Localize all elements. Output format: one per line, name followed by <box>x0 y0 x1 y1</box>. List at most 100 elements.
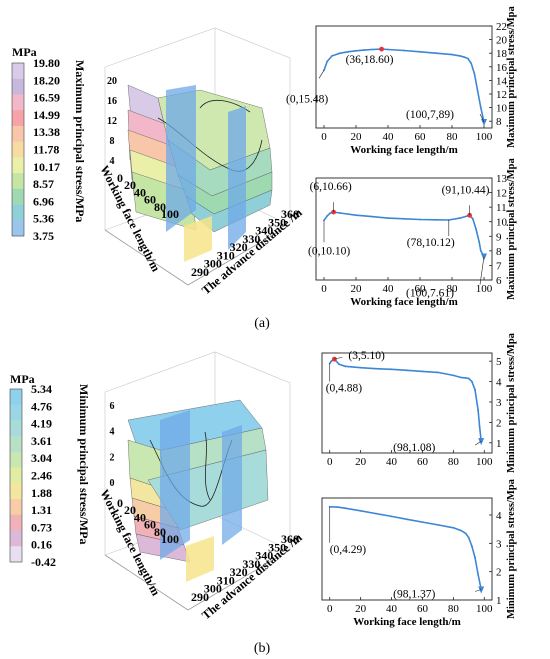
colorbar-a-label: 16.59 <box>33 91 60 105</box>
chart-a-bottom-annotation-label: (0,10.10) <box>308 245 350 257</box>
surface-a-z-label: Maximum principal stress/MPa <box>73 60 87 222</box>
chart-a-top-data-point <box>476 89 479 92</box>
colorbar-b-label: 2.46 <box>31 469 52 483</box>
chart-a-top-annotation-label: (36,18.60) <box>346 54 394 66</box>
chart-b-top-x-tick-label: 0 <box>327 456 333 468</box>
chart-a-bottom-annotation-label: (6,10.66) <box>310 181 352 193</box>
chart-a-bottom-data-point <box>479 250 482 252</box>
colorbar-b-labels: 5.34 4.76 4.19 3.61 3.04 2.46 1.88 1.31 0.73 0.16… <box>31 382 56 569</box>
surface-b-z-tick: 6 <box>110 401 115 412</box>
chart-a-top-x-label: Working face length/m <box>350 144 458 156</box>
colorbar-a-labels: 19.80 18.20 16.59 14.99 13.38 11.78 10.17 8.57 6… <box>33 56 60 243</box>
surface-b-x-tick: 300 <box>204 582 222 596</box>
caption-b: (b) <box>254 641 271 656</box>
surface-b-x-tick: 330 <box>242 557 260 571</box>
surface-b-x-tick: 290 <box>191 590 209 604</box>
chart-a-top-x-tick-label: 60 <box>415 131 427 143</box>
chart-b-top-data-point <box>421 370 424 373</box>
chart-b-top-data-point <box>460 376 462 379</box>
colorbar-a-swatch <box>12 173 24 190</box>
colorbar-a-swatch <box>12 188 24 205</box>
chart-b-bottom-data-point <box>460 529 462 532</box>
chart-a-top-series-arrow <box>481 118 487 126</box>
chart-b-top-y-tick-label: 3 <box>496 397 502 409</box>
chart-b-top-data-point <box>464 377 467 379</box>
colorbar-a-label: 13.38 <box>33 125 60 139</box>
colorbar-b-swatch <box>10 404 22 421</box>
colorbar-b-label: 4.76 <box>31 399 52 413</box>
chart-b-top-x-tick-label: 20 <box>355 456 367 468</box>
chart-a-top-data-point <box>387 48 389 51</box>
chart-a-bottom-x-tick-label: 0 <box>321 283 327 295</box>
chart-b-bottom-y-tick-label: 1 <box>496 595 502 607</box>
colorbar-a-label: 6.96 <box>33 194 54 208</box>
chart-a-bottom-x-tick-label: 100 <box>476 283 493 295</box>
chart-a-bottom-data-point <box>387 217 389 220</box>
chart-a-bottom-annotation-label: (100,7.61) <box>406 288 454 300</box>
surface-a-x-tick: 360 <box>281 207 299 221</box>
chart-a-top-data-point <box>371 48 373 51</box>
surface-b-x-tick: 340 <box>255 549 273 563</box>
chart-a-top-y-tick-label: 18 <box>496 48 508 60</box>
surface-b-y-tick: 60 <box>144 518 156 532</box>
chart-b-bottom-x-tick-label: 100 <box>476 603 493 615</box>
chart-b-top-x-tick-label: 100 <box>476 456 493 468</box>
chart-b-top-data-point <box>338 363 340 366</box>
surface-b-y-tick: 100 <box>161 532 179 546</box>
colorbar-a-label: 11.78 <box>33 143 59 157</box>
chart-a-bottom-data-point <box>435 218 437 221</box>
chart-a-top-data-point <box>347 50 349 53</box>
surface-a-z-tick: 8 <box>110 136 115 147</box>
chart-a-bottom-annotation-leader <box>479 256 485 285</box>
colorbar-b-border <box>9 388 23 563</box>
chart-b-top-annotation-label: (98,1.08) <box>393 442 435 454</box>
chart-a-top-data-point <box>459 55 461 57</box>
colorbar-a-label: 3.75 <box>33 229 54 243</box>
chart-a-bottom-data-point <box>459 217 461 220</box>
surface-a-x-tick: 310 <box>217 248 235 262</box>
chart-b-top-data-point <box>452 374 455 377</box>
chart-a-top-data-point <box>331 55 333 57</box>
chart-a-bottom-annotation-label: (91,10.44) <box>442 184 490 196</box>
surface-b-z-tick: 0 <box>110 478 115 489</box>
chart-b-top-data-point <box>467 377 470 380</box>
chart-b-top-annotation-leader <box>334 356 343 360</box>
chart-b-bottom-y-label: Minimum principal stress/Mpa <box>506 478 517 619</box>
surface-b-z-tick: 2 <box>110 452 115 463</box>
chart-a-bottom-y-tick-label: 8 <box>496 246 502 258</box>
chart-b-top-data-point <box>471 380 473 383</box>
chart-a-bottom-y-label: Maximum principal stress/Mpa <box>506 157 517 299</box>
chart-b-bottom-y-tick-label: 3 <box>496 538 502 550</box>
colorbar-a-label: 8.57 <box>33 177 54 191</box>
colorbar-a-label: 10.17 <box>33 160 60 174</box>
chart-b-top-data-point <box>344 365 347 368</box>
chart-b-bottom-x-tick-label: 60 <box>417 603 429 615</box>
colorbar-b-swatch <box>10 420 22 437</box>
chart-b-top-series-line <box>329 358 482 442</box>
colorbar-b-swatch <box>10 451 22 468</box>
chart-b-bottom-annotation-label: (98,1.37) <box>393 589 435 601</box>
chart-b-top-data-point <box>328 362 331 365</box>
chart-a-top-data-point <box>470 62 473 65</box>
chart-a-top-y-tick-label: 14 <box>496 75 508 87</box>
chart-a-top-highlight-marker <box>379 46 384 52</box>
chart-b-top-annotation-label: (0,4.88) <box>326 383 363 395</box>
chart-a-bottom-y-tick-label: 11 <box>496 202 507 214</box>
chart-a-top-data-point <box>467 57 469 60</box>
chart-b-bottom-y-tick-label: 2 <box>496 567 502 579</box>
chart-b-bottom-data-point <box>344 507 347 510</box>
surface-a-x-tick: 320 <box>230 240 248 254</box>
colorbar-b-swatch <box>10 436 22 453</box>
surface-b-x-tick: 350 <box>268 540 286 554</box>
surface-a-z-tick: 20 <box>107 76 117 87</box>
chart-b-top-data-point <box>330 360 333 363</box>
colorbar-a-swatch <box>12 220 24 237</box>
colorbar-b-swatch <box>10 467 22 484</box>
chart-b-top-x-tick-label: 60 <box>417 456 429 468</box>
chart-a-top-data-point <box>419 50 421 53</box>
chart-b-bottom-x-tick-label: 20 <box>355 603 367 615</box>
chart-a-bottom-y-tick-label: 10 <box>496 217 508 229</box>
